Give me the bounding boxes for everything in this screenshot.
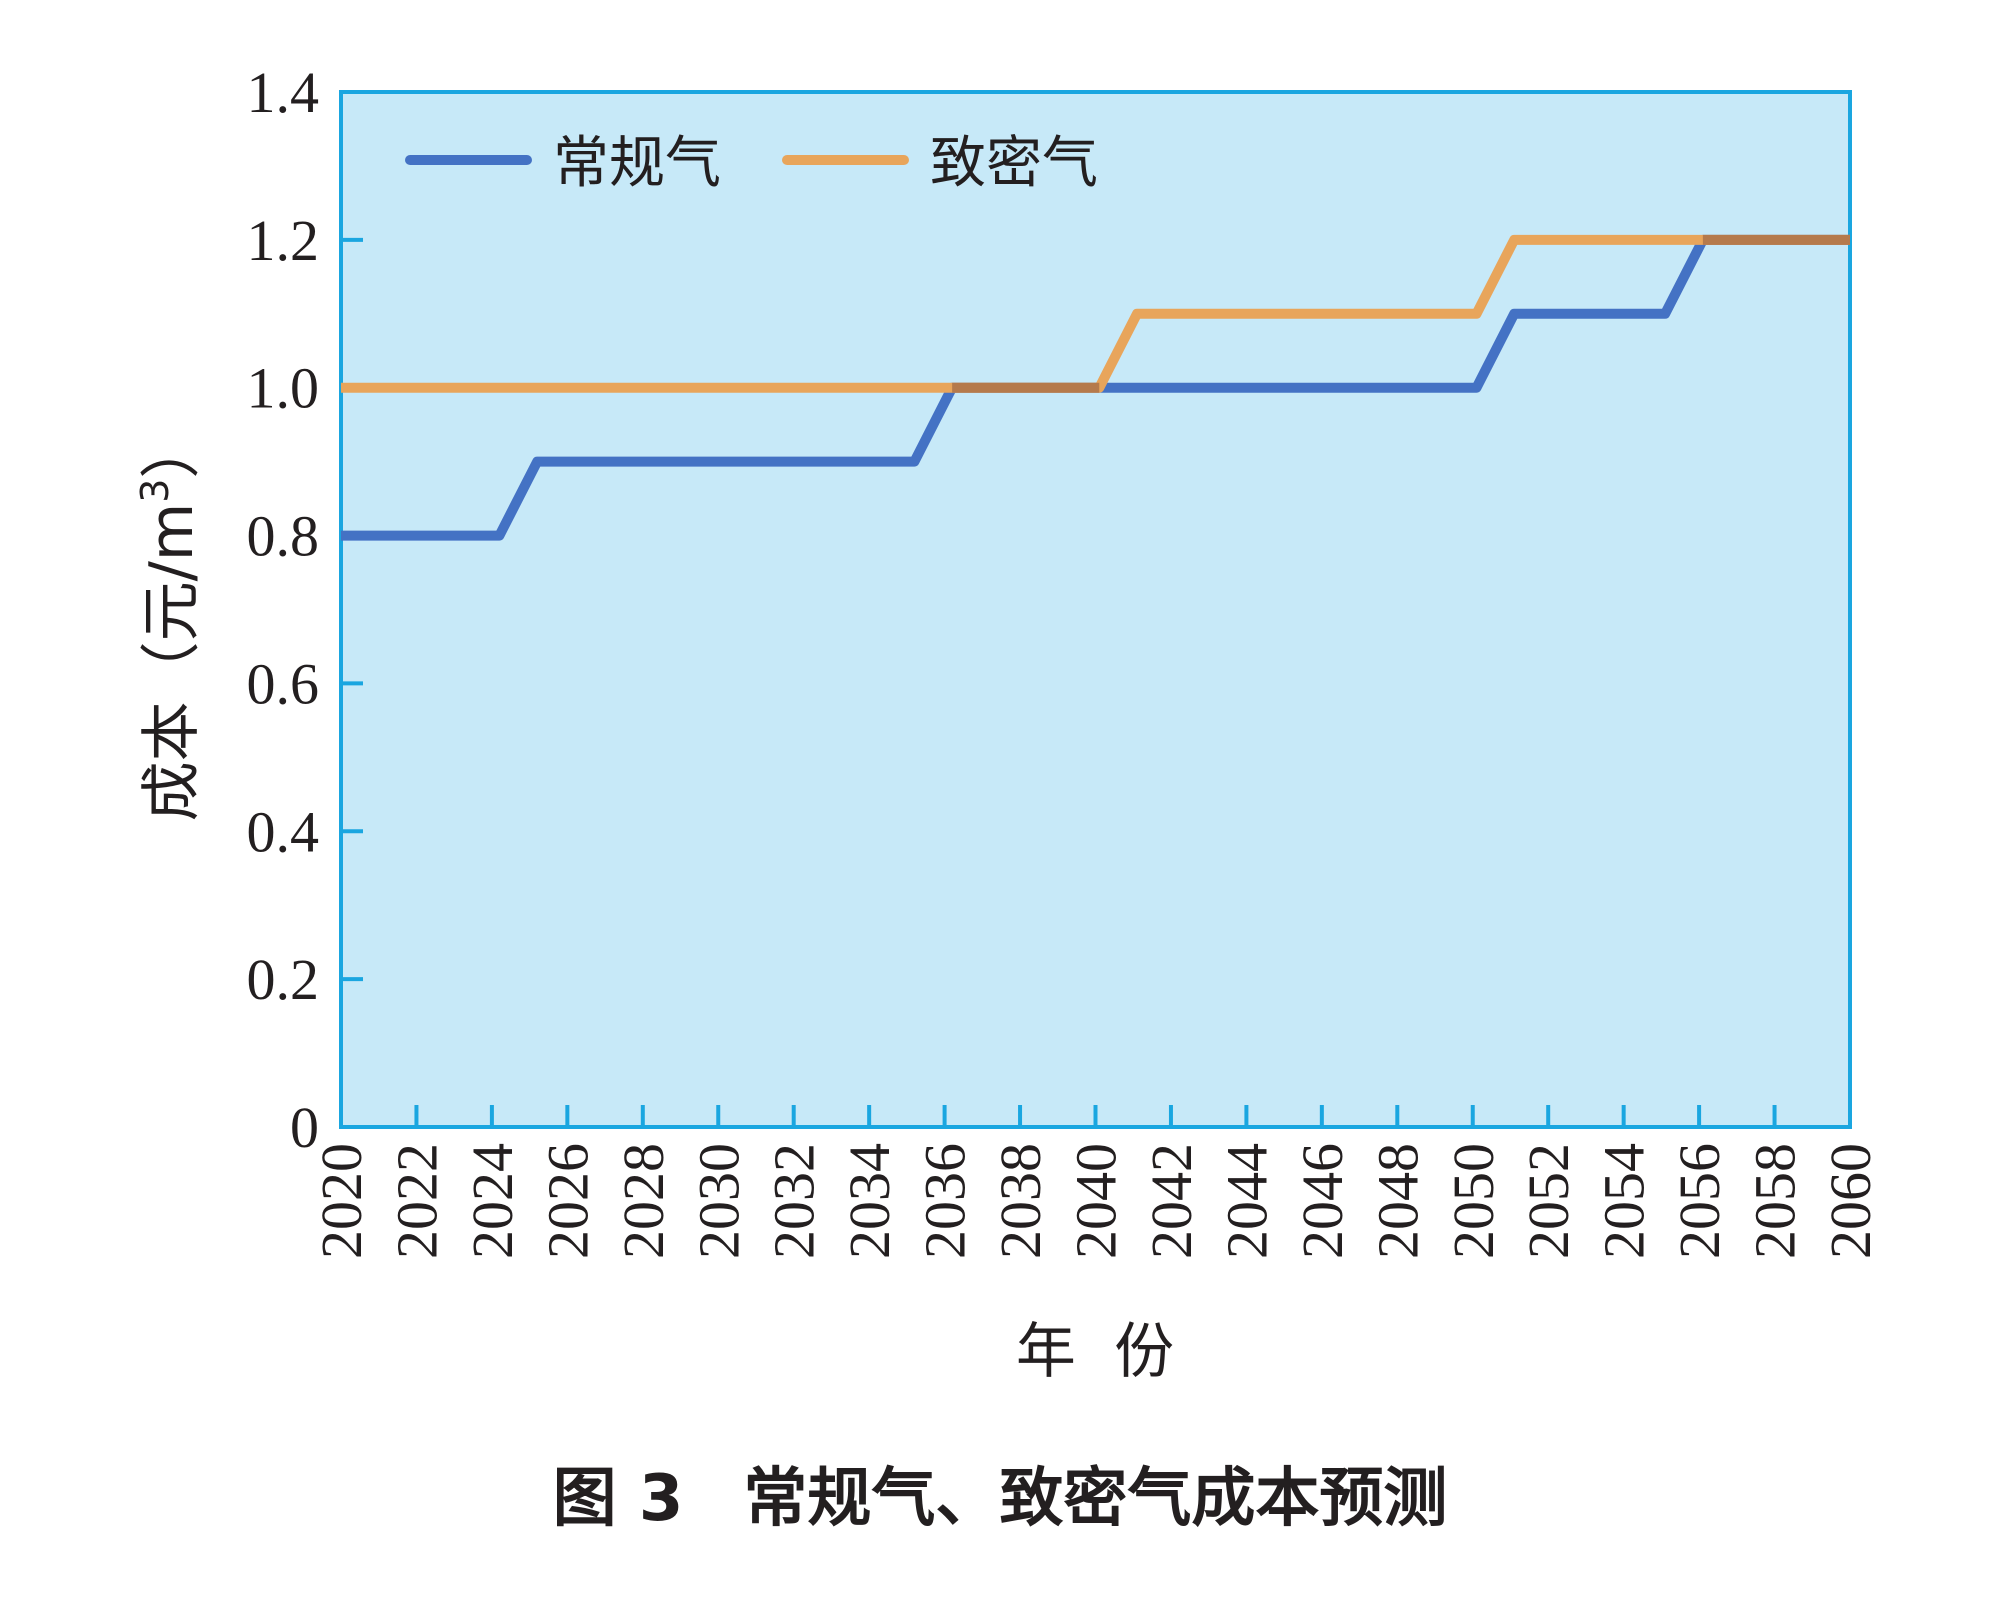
y-tick-label: 0 bbox=[290, 1095, 319, 1160]
figure-caption: 图 3 常规气、致密气成本预测 bbox=[553, 1462, 1448, 1536]
x-tick-label: 2050 bbox=[1441, 1143, 1506, 1259]
y-tick-label: 1.0 bbox=[247, 356, 320, 421]
x-axis-title: 年 份 bbox=[1016, 1317, 1174, 1387]
series-lines bbox=[341, 234, 1850, 541]
legend-label-conventional-gas: 常规气 bbox=[553, 131, 721, 196]
x-tick-label: 2028 bbox=[611, 1143, 676, 1259]
x-tick-label: 2040 bbox=[1064, 1143, 1129, 1259]
x-tick-label: 2042 bbox=[1139, 1143, 1204, 1259]
y-tick-label: 0.6 bbox=[247, 651, 320, 716]
y-axis-title-superscript: 3 bbox=[133, 479, 177, 503]
y-tick-label: 0.8 bbox=[247, 504, 320, 569]
x-tick-label: 2058 bbox=[1743, 1143, 1808, 1259]
x-tick-label: 2046 bbox=[1290, 1143, 1355, 1259]
x-tick-labels: 2020 2022 2024 2026 2028 2030 2032 2034 2036 2038… bbox=[309, 1143, 1883, 1259]
x-tick-label: 2030 bbox=[686, 1143, 751, 1259]
x-tick-label: 2026 bbox=[535, 1143, 600, 1259]
x-tick-label: 2034 bbox=[837, 1143, 902, 1259]
plot-background bbox=[341, 92, 1850, 1127]
y-axis-title-close: ） bbox=[137, 419, 207, 479]
x-tick-label: 2052 bbox=[1516, 1143, 1581, 1259]
figure-caption-text: 常规气、致密气成本预测 bbox=[743, 1462, 1447, 1536]
legend: 常规气 致密气 bbox=[405, 131, 1098, 196]
y-tick-label: 0.4 bbox=[247, 799, 320, 864]
x-tick-label: 2038 bbox=[988, 1143, 1053, 1259]
x-tick-label: 2032 bbox=[762, 1143, 827, 1259]
x-tick-label: 2036 bbox=[913, 1143, 978, 1259]
y-tick-label: 0.2 bbox=[247, 947, 320, 1012]
y-tick-label: 1.4 bbox=[247, 60, 320, 125]
x-tick-label: 2054 bbox=[1592, 1143, 1657, 1259]
y-tick-label: 1.2 bbox=[247, 208, 320, 273]
x-tick-label: 2044 bbox=[1214, 1143, 1279, 1259]
series-line-0 bbox=[341, 234, 1850, 541]
y-axis-title-main: 成本（元/m bbox=[137, 503, 207, 822]
x-tick-label: 2020 bbox=[309, 1143, 374, 1259]
x-tick-label: 2056 bbox=[1667, 1143, 1732, 1259]
x-tick-label: 2024 bbox=[460, 1143, 525, 1259]
x-tick-label: 2060 bbox=[1818, 1143, 1883, 1259]
figure-caption-label: 图 3 bbox=[553, 1462, 684, 1536]
legend-label-tight-gas: 致密气 bbox=[930, 131, 1098, 196]
x-tick-label: 2022 bbox=[384, 1143, 449, 1259]
y-tick-labels: 0 0.2 0.4 0.6 0.8 1.0 1.2 1.4 bbox=[247, 60, 320, 1160]
x-tick-label: 2048 bbox=[1365, 1143, 1430, 1259]
y-axis-title: 成本（元/m3） bbox=[133, 419, 207, 822]
